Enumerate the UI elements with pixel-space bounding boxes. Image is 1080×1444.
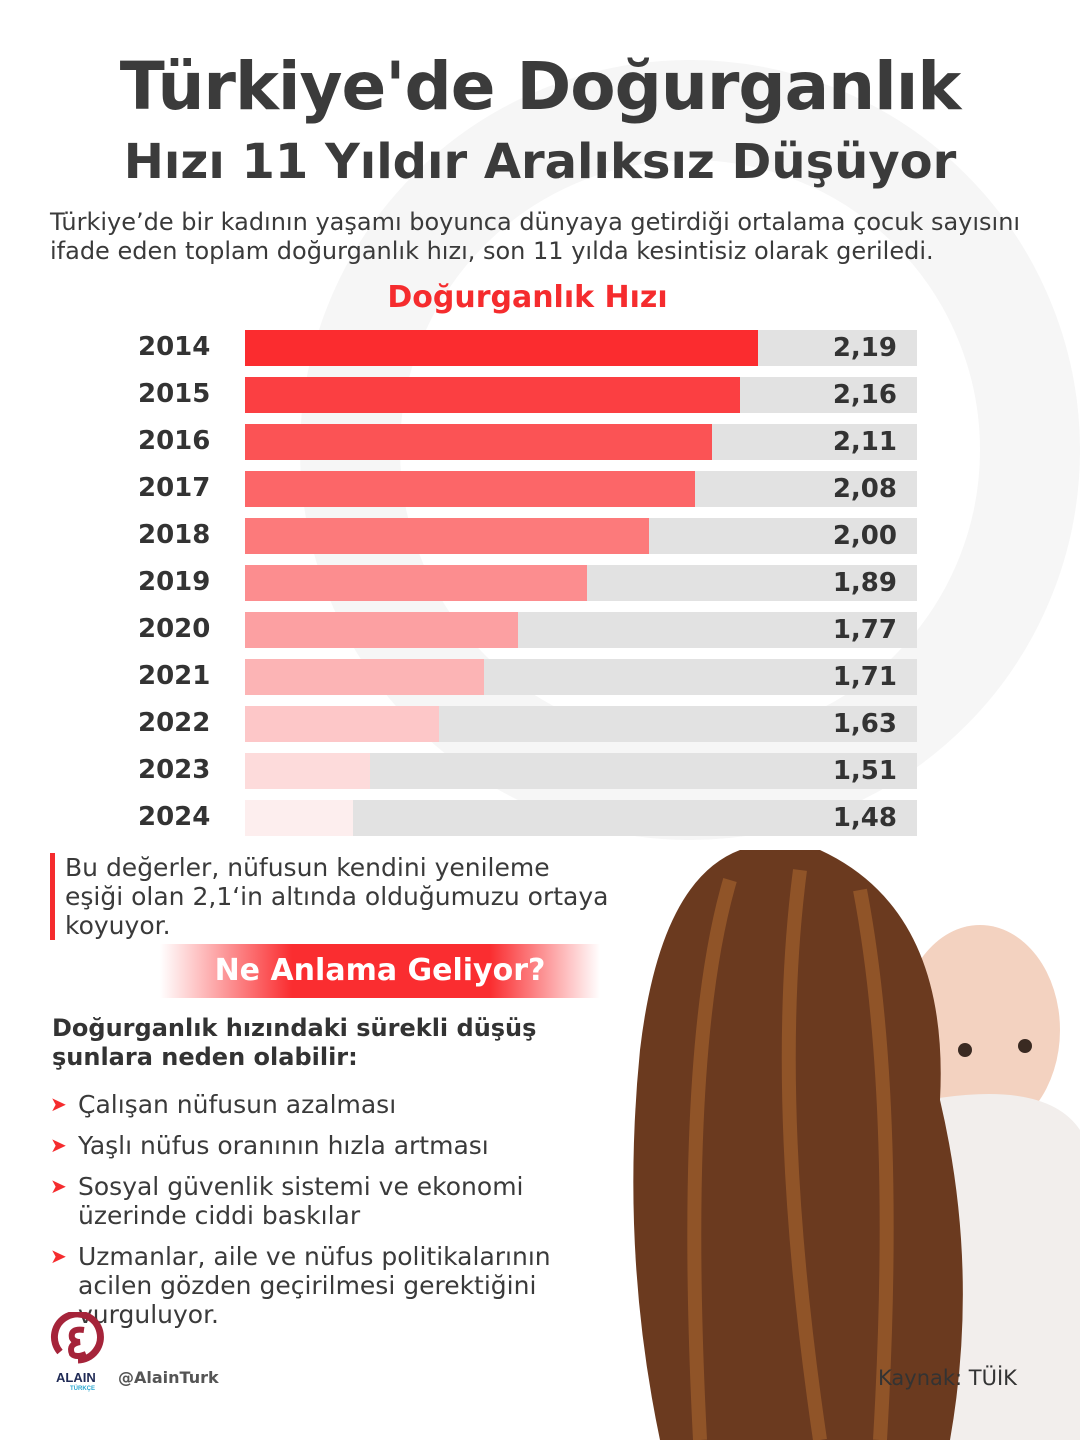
bar-track: 2,00 — [245, 518, 917, 554]
arrow-icon: ➤ — [50, 1092, 67, 1116]
value-label: 2,19 — [832, 333, 897, 363]
bar — [245, 753, 371, 789]
arrow-icon: ➤ — [50, 1174, 67, 1198]
bar — [245, 565, 587, 601]
bar-track: 1,48 — [245, 800, 917, 836]
bar-row: 2019 1,89 — [0, 565, 1080, 601]
bar-row: 2018 2,00 — [0, 518, 1080, 554]
alain-logo: ALAIN TÜRKÇE — [50, 1310, 106, 1396]
bar-track: 2,16 — [245, 377, 917, 413]
svg-text:ALAIN: ALAIN — [56, 1370, 96, 1385]
value-label: 2,11 — [832, 427, 897, 457]
bar — [245, 330, 758, 366]
bar-track: 1,51 — [245, 753, 917, 789]
list-item: ➤ Çalışan nüfusun azalması — [50, 1090, 630, 1119]
consequences-list: ➤ Çalışan nüfusun azalması ➤ Yaşlı nüfus o… — [50, 1090, 630, 1341]
value-label: 1,71 — [832, 662, 897, 692]
bar-row: 2014 2,19 — [0, 330, 1080, 366]
year-label: 2022 — [138, 708, 211, 738]
title-line-2: Hızı 11 Yıldır Aralıksız Düşüyor — [123, 134, 957, 190]
value-label: 2,08 — [832, 474, 897, 504]
bar-track: 2,19 — [245, 330, 917, 366]
year-label: 2018 — [138, 520, 211, 550]
bar-track: 2,11 — [245, 424, 917, 460]
bar-track: 1,77 — [245, 612, 917, 648]
bar-row: 2015 2,16 — [0, 377, 1080, 413]
list-item: ➤ Yaşlı nüfus oranının hızla artması — [50, 1131, 630, 1160]
year-label: 2017 — [138, 473, 211, 503]
list-item-text: Sosyal güvenlik sistemi ve ekonomi üzeri… — [78, 1172, 524, 1230]
year-label: 2016 — [138, 426, 211, 456]
svg-text:TÜRKÇE: TÜRKÇE — [70, 1385, 95, 1392]
bar-track: 1,71 — [245, 659, 917, 695]
year-label: 2019 — [138, 567, 211, 597]
value-label: 1,77 — [832, 615, 897, 645]
list-item: ➤ Sosyal güvenlik sistemi ve ekonomi üzer… — [50, 1172, 630, 1230]
bar — [245, 659, 485, 695]
value-label: 1,63 — [832, 709, 897, 739]
value-label: 2,00 — [832, 521, 897, 551]
bar-row: 2020 1,77 — [0, 612, 1080, 648]
section-banner: Ne Anlama Geliyor? — [160, 944, 600, 998]
bar-row: 2021 1,71 — [0, 659, 1080, 695]
bar-chart: 2014 2,19 2015 2,16 2016 2,11 2017 2,08 2018 2,00… — [0, 330, 1080, 840]
bar-row: 2024 1,48 — [0, 800, 1080, 836]
title-line-1: Türkiye'de Doğurganlık — [119, 48, 962, 125]
threshold-note: Bu değerler, nüfusun kendini yenileme eş… — [50, 853, 610, 940]
mother-baby-photo — [620, 850, 1080, 1442]
bar-row: 2016 2,11 — [0, 424, 1080, 460]
year-label: 2020 — [138, 614, 211, 644]
bar — [245, 706, 439, 742]
bar-row: 2023 1,51 — [0, 753, 1080, 789]
bar-track: 1,89 — [245, 565, 917, 601]
arrow-icon: ➤ — [50, 1133, 67, 1157]
value-label: 1,89 — [832, 568, 897, 598]
year-label: 2015 — [138, 379, 211, 409]
bar-track: 2,08 — [245, 471, 917, 507]
year-label: 2023 — [138, 755, 211, 785]
value-label: 1,48 — [832, 803, 897, 833]
bar — [245, 377, 741, 413]
list-item-text: Uzmanlar, aile ve nüfus politikalarının … — [78, 1242, 551, 1329]
chart-title: Doğurganlık Hızı — [387, 280, 668, 315]
bar-row: 2017 2,08 — [0, 471, 1080, 507]
bar — [245, 471, 695, 507]
social-handle: @AlainTurk — [118, 1368, 219, 1387]
section-subtitle: Doğurganlık hızındaki sürekli düşüş şunl… — [52, 1014, 537, 1071]
list-item-text: Yaşlı nüfus oranının hızla artması — [78, 1131, 489, 1160]
arrow-icon: ➤ — [50, 1244, 67, 1268]
year-label: 2024 — [138, 802, 211, 832]
bar-row: 2022 1,63 — [0, 706, 1080, 742]
bar — [245, 424, 712, 460]
list-item-text: Çalışan nüfusun azalması — [78, 1090, 397, 1119]
source-label: Kaynak: TÜİK — [878, 1366, 1017, 1390]
bar-track: 1,63 — [245, 706, 917, 742]
year-label: 2021 — [138, 661, 211, 691]
bar — [245, 518, 650, 554]
intro-text: Türkiye’de bir kadının yaşamı boyunca dü… — [50, 208, 1021, 265]
value-label: 1,51 — [832, 756, 897, 786]
value-label: 2,16 — [832, 380, 897, 410]
list-item: ➤ Uzmanlar, aile ve nüfus politikalarının… — [50, 1242, 630, 1329]
year-label: 2014 — [138, 332, 211, 362]
bar — [245, 612, 519, 648]
bar — [245, 800, 354, 836]
